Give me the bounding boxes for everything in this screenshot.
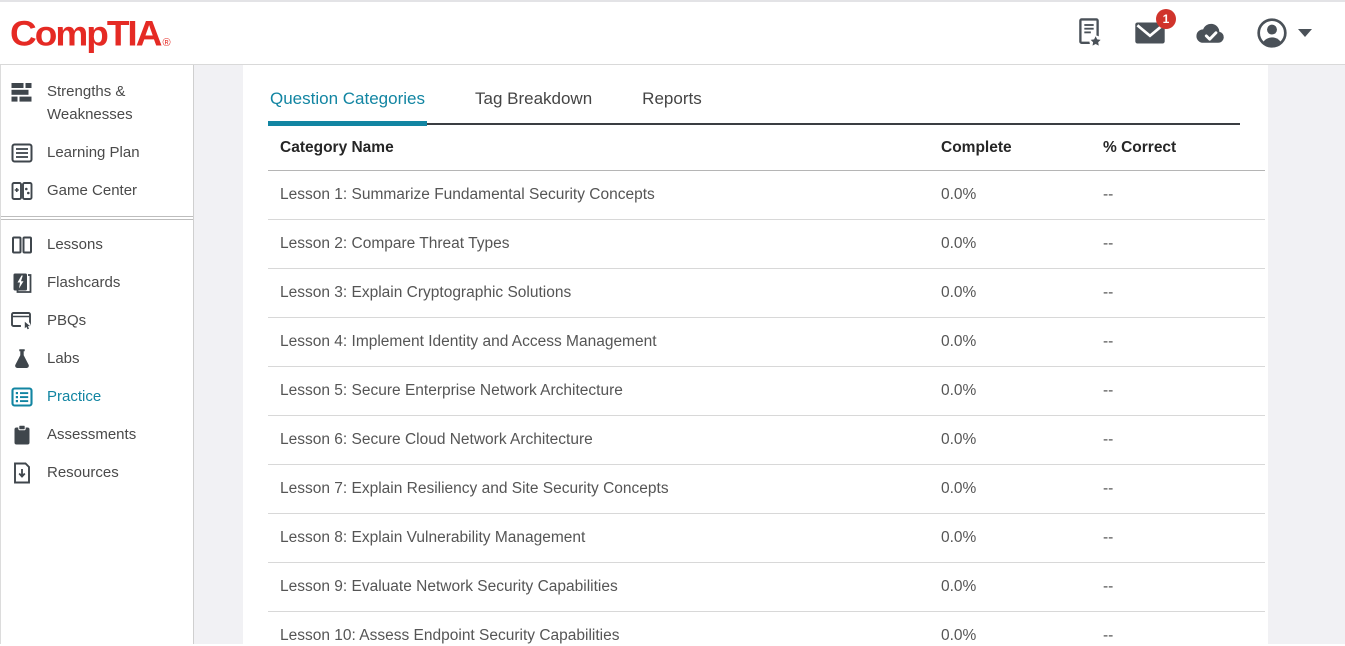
category-name-cell: Lesson 3: Explain Cryptographic Solution…: [280, 284, 572, 301]
table-header-row: Category Name Complete % Correct: [268, 125, 1265, 171]
flashcards-icon: [10, 271, 34, 295]
category-name-cell: Lesson 7: Explain Resiliency and Site Se…: [280, 480, 669, 497]
exam-notes-icon[interactable]: [1072, 16, 1106, 50]
percent-correct-value-cell: --: [1103, 578, 1114, 595]
sidebar-gutter: [194, 65, 243, 644]
sidebar-item-label: Lessons: [47, 235, 103, 253]
sidebar-item-lessons[interactable]: Lessons: [1, 226, 193, 264]
sidebar-item-resources[interactable]: Resources: [1, 454, 193, 492]
cloud-check-icon[interactable]: [1194, 16, 1228, 50]
sidebar-divider: [1, 215, 193, 220]
category-name-cell: Lesson 6: Secure Cloud Network Architect…: [280, 431, 593, 448]
top-header: CompTIA ® 1: [0, 0, 1345, 65]
tab-reports[interactable]: Reports: [642, 89, 702, 108]
caret-down-icon: [1297, 28, 1313, 38]
percent-correct-value-cell: --: [1103, 333, 1114, 350]
percent-correct-value-cell: --: [1103, 627, 1114, 644]
complete-value-cell: 0.0%: [941, 480, 977, 497]
mail-badge: 1: [1156, 9, 1176, 29]
table-row[interactable]: Lesson 2: Compare Threat Types 0.0% --: [268, 220, 1265, 269]
account-icon: [1255, 16, 1289, 50]
account-menu[interactable]: [1255, 16, 1313, 50]
percent-correct-value-cell: --: [1103, 284, 1114, 301]
sidebar-item-label: Labs: [47, 349, 80, 367]
resources-icon: [10, 461, 34, 485]
percent-correct-value-cell: --: [1103, 529, 1114, 546]
game-center-icon: [10, 179, 34, 203]
assessments-icon: [10, 423, 34, 447]
sidebar-item-labs[interactable]: Labs: [1, 340, 193, 378]
sidebar-item-label: Flashcards: [47, 273, 121, 291]
percent-correct-value-cell: --: [1103, 431, 1114, 448]
category-name-cell: Lesson 4: Implement Identity and Access …: [280, 333, 657, 350]
table-row[interactable]: Lesson 1: Summarize Fundamental Security…: [268, 171, 1265, 220]
tab-tag-breakdown[interactable]: Tag Breakdown: [474, 89, 593, 108]
sidebar-item-label: Learning Plan: [47, 143, 140, 161]
table-row[interactable]: Lesson 8: Explain Vulnerability Manageme…: [268, 514, 1265, 563]
percent-correct-value-cell: --: [1103, 235, 1114, 252]
sidebar-item-assessments[interactable]: Assessments: [1, 416, 193, 454]
complete-value-cell: 0.0%: [941, 186, 977, 203]
percent-correct-value-cell: --: [1103, 480, 1114, 497]
sidebar-nav-list: Lessons Flashcards PBQs Labs Practice Assessm…: [1, 226, 193, 492]
practice-icon: [10, 385, 34, 409]
complete-value-cell: 0.0%: [941, 382, 977, 399]
table-row[interactable]: Lesson 7: Explain Resiliency and Site Se…: [268, 465, 1265, 514]
comptia-logo[interactable]: CompTIA ®: [10, 15, 171, 52]
categories-table: Category Name Complete % Correct Lesson …: [268, 125, 1265, 646]
table-row[interactable]: Lesson 5: Secure Enterprise Network Arch…: [268, 367, 1265, 416]
table-body: Lesson 1: Summarize Fundamental Security…: [268, 171, 1265, 646]
category-name-cell: Lesson 5: Secure Enterprise Network Arch…: [280, 382, 623, 399]
learning-plan-icon: [10, 141, 34, 165]
sidebar-item-label: PBQs: [47, 311, 87, 329]
right-background-band: [1268, 65, 1345, 644]
logo-text: CompTIA: [10, 13, 162, 53]
sidebar-item-practice[interactable]: Practice: [1, 378, 193, 416]
tab-question-categories[interactable]: Question Categories: [268, 89, 427, 126]
category-name-cell: Lesson 9: Evaluate Network Security Capa…: [280, 578, 618, 595]
table-row[interactable]: Lesson 3: Explain Cryptographic Solution…: [268, 269, 1265, 318]
sidebar-item-game-center[interactable]: Game Center: [1, 172, 193, 210]
labs-icon: [10, 347, 34, 371]
sidebar-item-flashcards[interactable]: Flashcards: [1, 264, 193, 302]
sidebar-item-label: Strengths & Weaknesses: [47, 83, 133, 124]
table-row[interactable]: Lesson 9: Evaluate Network Security Capa…: [268, 563, 1265, 612]
sidebar-item-learning-plan[interactable]: Learning Plan: [1, 134, 193, 172]
percent-correct-value-cell: --: [1103, 382, 1114, 399]
category-name-cell: Lesson 2: Compare Threat Types: [280, 235, 510, 252]
sidebar-item-strengths-weaknesses[interactable]: Strengths & Weaknesses: [1, 73, 193, 134]
category-name-cell: Lesson 8: Explain Vulnerability Manageme…: [280, 529, 586, 546]
strengths-weaknesses-icon: [10, 80, 34, 104]
complete-value-cell: 0.0%: [941, 235, 977, 252]
sidebar-item-pbqs[interactable]: PBQs: [1, 302, 193, 340]
category-name-cell: Lesson 1: Summarize Fundamental Security…: [280, 186, 655, 203]
table-row[interactable]: Lesson 4: Implement Identity and Access …: [268, 318, 1265, 367]
main-panel: Question Categories Tag Breakdown Report…: [243, 65, 1268, 644]
mail-icon[interactable]: 1: [1133, 9, 1176, 50]
sidebar-item-label: Game Center: [47, 181, 138, 199]
column-header-percent-correct: % Correct: [1103, 139, 1177, 156]
sidebar: Strengths & Weaknesses Learning Plan: [0, 65, 194, 644]
sidebar-item-label: Practice: [47, 387, 102, 405]
column-header-complete: Complete: [941, 139, 1012, 156]
complete-value-cell: 0.0%: [941, 284, 977, 301]
complete-value-cell: 0.0%: [941, 333, 977, 350]
pbqs-icon: [10, 309, 34, 333]
percent-correct-value-cell: --: [1103, 186, 1114, 203]
complete-value-cell: 0.0%: [941, 431, 977, 448]
complete-value-cell: 0.0%: [941, 529, 977, 546]
table-row[interactable]: Lesson 10: Assess Endpoint Security Capa…: [268, 612, 1265, 646]
table-row[interactable]: Lesson 6: Secure Cloud Network Architect…: [268, 416, 1265, 465]
registered-mark: ®: [162, 36, 171, 49]
complete-value-cell: 0.0%: [941, 578, 977, 595]
column-header-category-name: Category Name: [280, 139, 394, 156]
lessons-icon: [10, 233, 34, 257]
tab-bar: Question Categories Tag Breakdown Report…: [268, 89, 1240, 126]
sidebar-item-label: Resources: [47, 463, 119, 481]
sidebar-item-label: Assessments: [47, 425, 137, 443]
category-name-cell: Lesson 10: Assess Endpoint Security Capa…: [280, 627, 620, 644]
complete-value-cell: 0.0%: [941, 627, 977, 644]
